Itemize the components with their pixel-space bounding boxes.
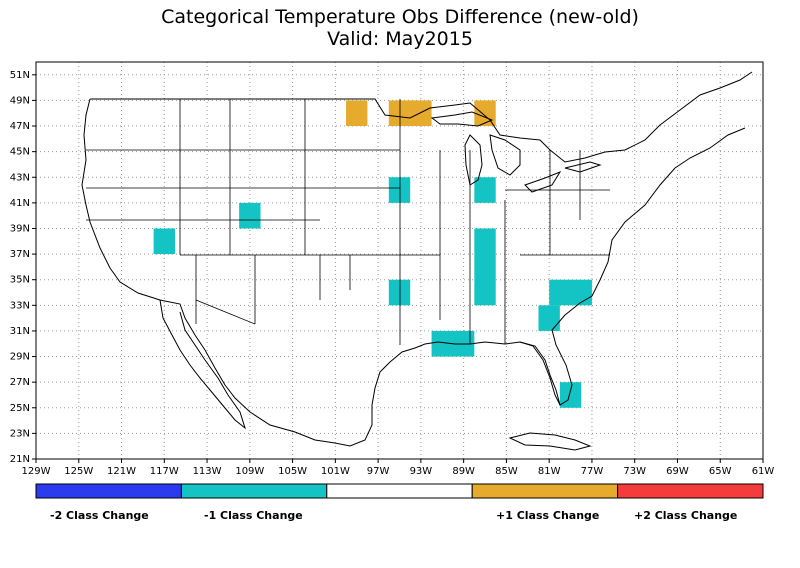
legend-swatch — [471, 483, 619, 499]
title-line-1: Categorical Temperature Obs Difference (… — [161, 6, 639, 28]
y-tick-label: 47N — [10, 121, 30, 132]
y-tick-label: 49N — [10, 95, 30, 106]
difference-cell — [549, 279, 592, 306]
difference-cell — [388, 279, 411, 306]
x-tick-label: 81W — [538, 466, 561, 477]
x-tick-label: 121W — [107, 466, 136, 477]
x-tick-label: 125W — [64, 466, 93, 477]
y-tick-label: 51N — [10, 70, 30, 81]
outline-path — [81, 98, 746, 447]
x-tick-label: 93W — [410, 466, 433, 477]
legend-swatch — [35, 483, 182, 499]
x-tick-label: 73W — [623, 466, 646, 477]
y-tick-label: 33N — [10, 300, 30, 311]
difference-cell — [388, 177, 411, 203]
legend-label-plus2: +2 Class Change — [634, 509, 738, 522]
y-tick-label: 41N — [10, 198, 30, 209]
x-tick-label: 85W — [495, 466, 518, 477]
title-line-2: Valid: May2015 — [327, 28, 473, 50]
map-frame — [35, 61, 764, 460]
outline-path — [430, 111, 494, 127]
x-tick-label: 97W — [367, 466, 390, 477]
y-tick-label: 23N — [10, 428, 30, 439]
y-tick-label: 37N — [10, 249, 30, 260]
difference-cell — [388, 100, 432, 127]
y-tick-label: 45N — [10, 147, 30, 158]
difference-cell — [474, 228, 496, 306]
legend-colorbar — [35, 483, 764, 499]
y-tick-label: 25N — [10, 403, 30, 414]
legend-label-minus2: -2 Class Change — [50, 509, 149, 522]
outline-path — [464, 134, 483, 186]
outline-path — [519, 341, 561, 406]
x-tick-label: 105W — [278, 466, 307, 477]
x-tick-label: 89W — [452, 466, 475, 477]
y-tick-label: 21N — [10, 454, 30, 465]
outline-path — [159, 299, 246, 430]
x-tick-label: 61W — [752, 466, 775, 477]
x-tick-label: 101W — [321, 466, 350, 477]
x-tick-label: 113W — [193, 466, 222, 477]
y-tick-label: 43N — [10, 172, 30, 183]
difference-cell — [559, 382, 582, 408]
legend-swatch — [180, 483, 328, 499]
y-tick-label: 29N — [10, 352, 30, 363]
y-tick-label: 39N — [10, 223, 30, 234]
outline-path — [564, 161, 602, 173]
difference-cell — [538, 305, 560, 331]
x-tick-label: 109W — [235, 466, 264, 477]
map-title: Categorical Temperature Obs Difference (… — [0, 6, 800, 50]
coastlines-and-borders — [81, 71, 753, 451]
x-tick-label: 69W — [666, 466, 689, 477]
legend-swatch — [617, 483, 764, 499]
axis-ticks: 129W 125W 121W 117W 113W 109W 105W 101W 97W 93W 89… — [10, 70, 775, 477]
legend-swatch — [326, 483, 473, 499]
x-tick-label: 65W — [709, 466, 732, 477]
difference-cell — [474, 100, 496, 127]
x-tick-label: 129W — [22, 466, 51, 477]
outline-path — [508, 432, 592, 451]
outline-path — [524, 170, 562, 193]
difference-cell — [239, 202, 261, 229]
difference-cell — [346, 100, 368, 127]
y-tick-label: 35N — [10, 275, 30, 286]
x-tick-label: 117W — [150, 466, 179, 477]
state-border — [195, 299, 256, 325]
y-tick-label: 31N — [10, 326, 30, 337]
difference-cell — [153, 228, 175, 255]
outline-path — [489, 134, 521, 176]
y-tick-label: 27N — [10, 377, 30, 388]
difference-cell — [474, 177, 496, 203]
legend-label-plus1: +1 Class Change — [496, 509, 600, 522]
legend-label-minus1: -1 Class Change — [204, 509, 303, 522]
outline-path — [90, 71, 753, 163]
x-tick-label: 77W — [581, 466, 604, 477]
